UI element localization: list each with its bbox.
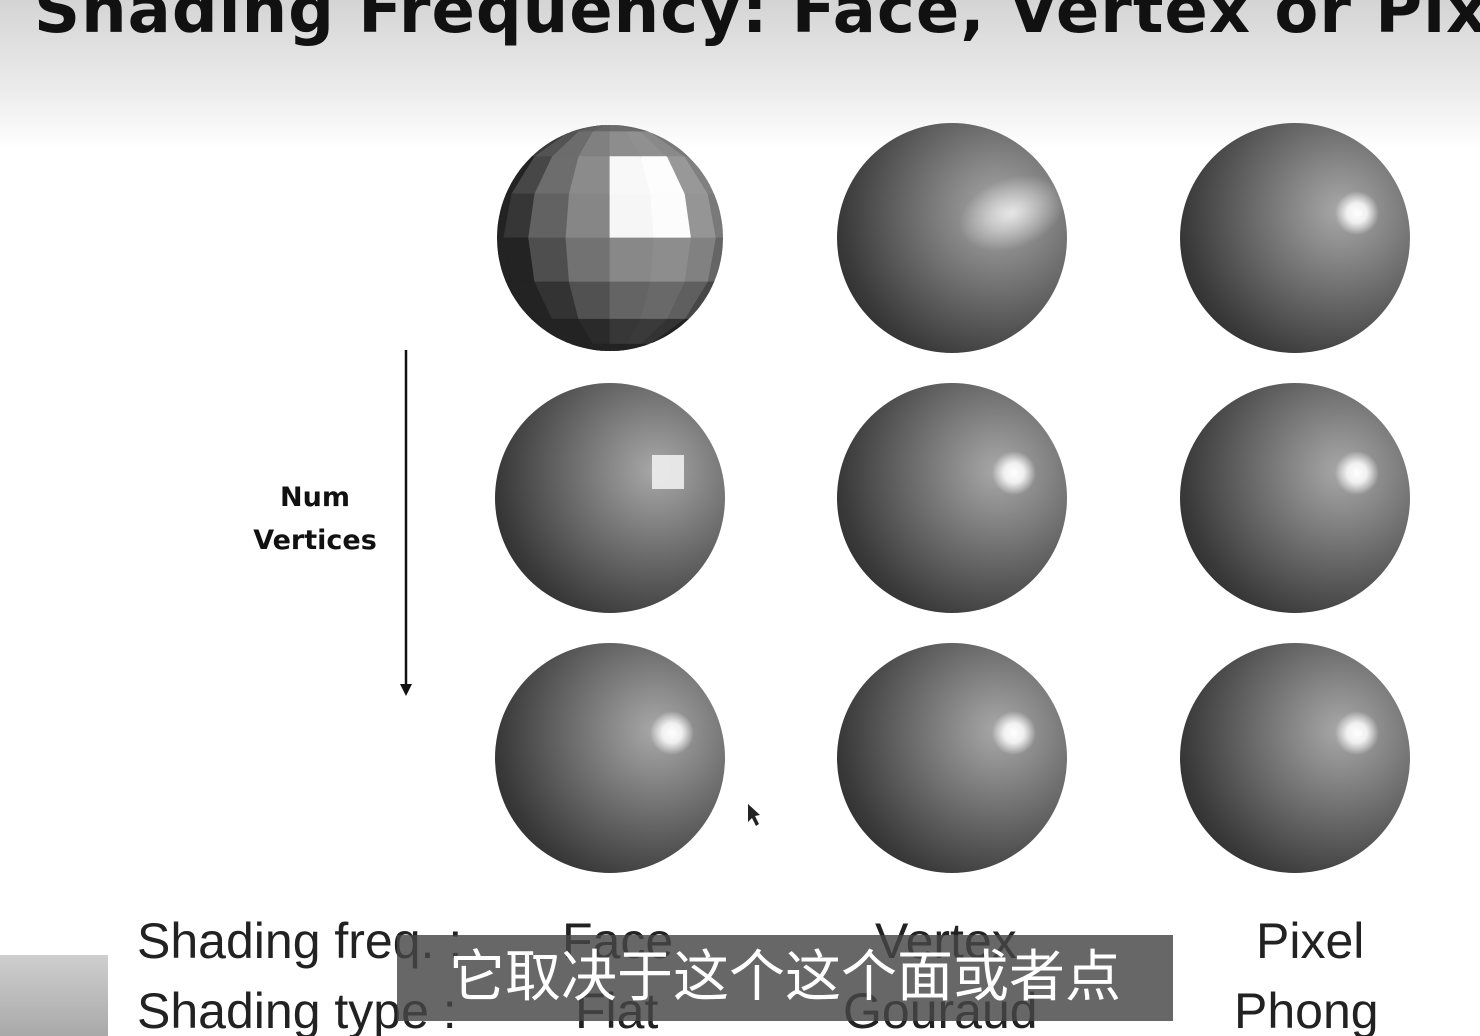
axis-label: Vertices bbox=[253, 525, 377, 556]
highlight bbox=[652, 455, 684, 489]
sphere bbox=[1180, 383, 1410, 613]
facet bbox=[528, 193, 570, 239]
cell: Pixel bbox=[1256, 913, 1365, 969]
highlight bbox=[992, 711, 1036, 755]
title-band bbox=[0, 0, 1480, 150]
facet bbox=[565, 193, 611, 239]
slide-title: Shading Frequency: Face, Vertex or Pixel bbox=[34, 0, 1480, 48]
highlight bbox=[1335, 711, 1379, 755]
sphere bbox=[1180, 643, 1410, 873]
facet bbox=[609, 237, 655, 283]
spheres bbox=[495, 123, 1410, 873]
sphere bbox=[837, 383, 1067, 613]
highlight bbox=[1335, 451, 1379, 495]
facet bbox=[707, 193, 723, 239]
arrow-head bbox=[400, 684, 412, 696]
facet bbox=[609, 193, 655, 239]
facet bbox=[650, 193, 692, 239]
facet bbox=[650, 237, 692, 283]
video-subtitle: 它取决于这个这个面或者点 bbox=[397, 935, 1173, 1021]
sphere bbox=[495, 383, 725, 613]
highlight bbox=[650, 711, 694, 755]
highlight bbox=[1335, 191, 1379, 235]
highlight bbox=[992, 451, 1036, 495]
cell: Phong bbox=[1234, 983, 1379, 1036]
facet bbox=[528, 237, 570, 283]
axis-label: Num bbox=[280, 482, 350, 513]
webcam-thumbnail bbox=[0, 955, 108, 1036]
sphere bbox=[495, 643, 725, 873]
highlight bbox=[958, 175, 1066, 251]
cursor bbox=[748, 804, 760, 826]
sphere bbox=[837, 643, 1067, 873]
facet bbox=[565, 237, 611, 283]
flat-sphere bbox=[497, 125, 723, 351]
sphere bbox=[1180, 123, 1410, 353]
